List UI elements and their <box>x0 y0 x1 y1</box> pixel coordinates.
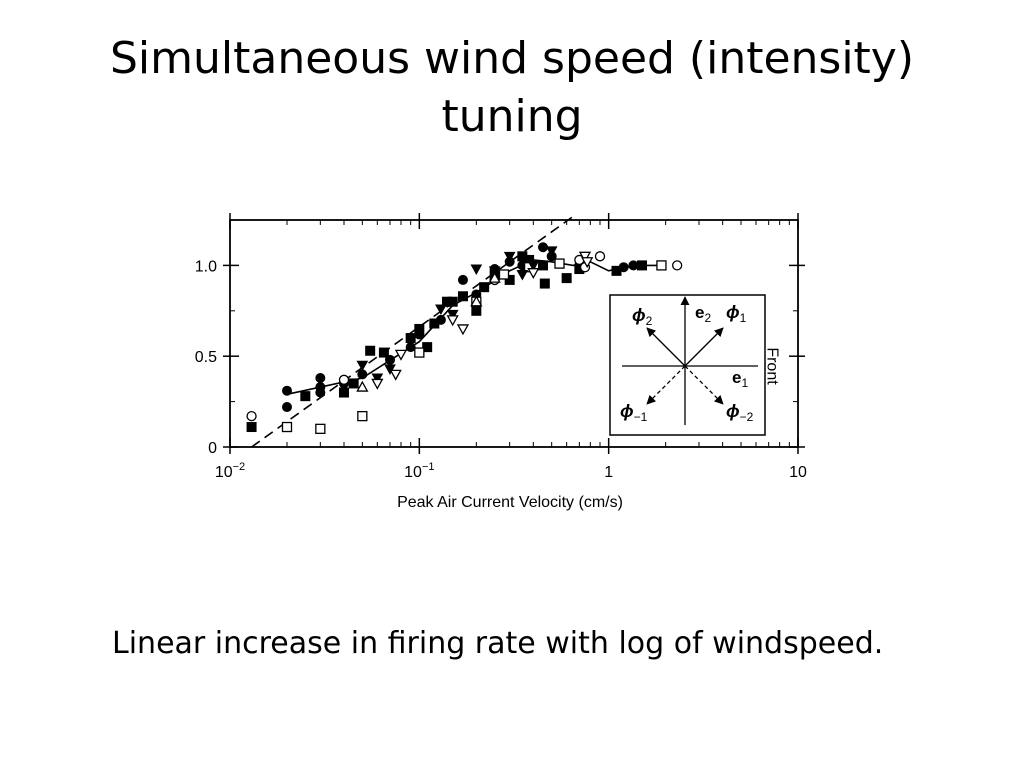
filled-square-marker <box>538 260 549 271</box>
filled-square-marker <box>561 273 572 284</box>
phi2-arrow <box>646 327 686 367</box>
open-triangle-up-marker <box>488 271 501 283</box>
filled-square-marker <box>246 422 257 433</box>
linear-fit-dashed-line <box>251 215 574 448</box>
inset-diagram: ϕ2 e2 ϕ1 e1 ϕ−1 ϕ−2 <box>609 294 766 436</box>
filled-triangle-down-marker <box>488 266 501 277</box>
phi2-label: ϕ2 <box>632 305 653 328</box>
open-square-marker <box>498 269 510 280</box>
filled-circle-marker <box>385 354 396 365</box>
filled-square-marker <box>405 333 416 344</box>
open-triangle-down-marker <box>527 268 540 280</box>
open-square-marker <box>656 260 667 271</box>
open-triangle-down-marker <box>578 251 592 263</box>
open-circle-marker <box>672 260 683 271</box>
filled-square-marker <box>447 296 458 307</box>
fit-lines-layer <box>251 215 662 448</box>
open-square-marker <box>554 258 565 269</box>
filled-triangle-down-marker <box>503 251 516 263</box>
filled-square-marker <box>414 323 425 334</box>
filled-triangle-down-marker <box>384 364 396 375</box>
e2-label: e2 <box>695 303 711 325</box>
open-triangle-down-marker <box>389 369 402 381</box>
open-circle-marker <box>338 374 350 385</box>
phi-minus1-arrow <box>646 365 686 405</box>
open-square-marker <box>414 347 425 358</box>
e1-label: e1 <box>732 368 748 390</box>
open-square-marker <box>357 410 368 422</box>
filled-triangle-down-marker <box>356 360 369 372</box>
filled-square-marker <box>422 342 433 353</box>
open-triangle-down-marker <box>581 257 594 269</box>
front-label: Front <box>764 347 781 385</box>
phi1-label: ϕ1 <box>726 302 747 325</box>
open-square-marker <box>315 423 326 434</box>
data-points-layer <box>246 242 683 434</box>
filled-square-marker <box>539 278 550 289</box>
filled-triangle-down-marker <box>446 309 459 321</box>
filled-circle-marker <box>315 382 326 393</box>
y-tick-label: 1.0 <box>195 258 217 275</box>
filled-circle-marker <box>281 385 292 396</box>
filled-square-marker <box>300 391 311 402</box>
phi1-arrow <box>684 327 724 367</box>
open-triangle-up-marker <box>356 380 369 392</box>
filled-square-marker <box>457 291 468 302</box>
phi-minus2-label: ϕ−2 <box>726 401 754 424</box>
filled-square-marker <box>504 274 515 285</box>
filled-triangle-down-marker <box>435 304 447 316</box>
filled-square-marker <box>378 347 389 358</box>
plot-frame <box>229 219 799 448</box>
open-triangle-down-marker <box>371 378 384 390</box>
filled-square-marker <box>429 318 440 329</box>
inset-frame <box>609 294 766 436</box>
x-tick-label: 10−1 <box>404 461 434 481</box>
filled-square-marker <box>471 305 482 316</box>
slide-title: Simultaneous wind speed (intensity) tuni… <box>109 33 915 142</box>
filled-circle-marker <box>405 342 416 353</box>
filled-square-marker <box>365 345 376 356</box>
y-tick-label: 0.5 <box>195 349 217 366</box>
phi-minus2-arrow <box>684 365 724 405</box>
filled-circle-marker <box>538 242 549 253</box>
x-tick-label: 10 <box>789 464 807 481</box>
x-tick-label: 1 <box>604 464 613 481</box>
filled-triangle-down-marker <box>545 246 558 257</box>
open-triangle-down-marker <box>446 315 459 327</box>
filled-square-marker <box>479 282 490 293</box>
filled-square-marker <box>348 378 359 389</box>
y-tick-label: 0 <box>208 440 217 457</box>
filled-circle-marker <box>315 372 326 383</box>
open-triangle-down-marker <box>456 324 470 336</box>
filled-square-marker <box>637 260 648 271</box>
chart: 10−2 10−1 1 10 0 0.5 1.0 ϕ2 e2 ϕ1 e1 ϕ−1 ϕ−2 F… <box>160 200 860 540</box>
filled-circle-marker <box>457 274 468 285</box>
filled-square-marker <box>611 265 622 276</box>
filled-triangle-down-marker <box>470 264 483 276</box>
open-circle-marker <box>246 410 257 422</box>
chart-svg: 10−2 10−1 1 10 0 0.5 1.0 ϕ2 e2 ϕ1 e1 ϕ−1 ϕ−2 F… <box>195 213 807 511</box>
axes-layer: 10−2 10−1 1 10 0 0.5 1.0 <box>195 213 807 481</box>
filled-triangle-down-marker <box>527 260 540 272</box>
open-circle-marker <box>594 251 606 262</box>
open-triangle-up-marker <box>470 295 483 307</box>
filled-triangle-down-marker <box>516 269 529 281</box>
phi-minus1-label: ϕ−1 <box>620 401 648 424</box>
open-triangle-down-marker <box>394 349 408 361</box>
slide-caption: Linear increase in firing rate with log … <box>112 626 884 661</box>
filled-square-marker <box>338 387 349 398</box>
open-square-marker <box>281 421 293 433</box>
filled-circle-marker <box>281 402 292 413</box>
x-axis-label: Peak Air Current Velocity (cm/s) <box>397 494 623 511</box>
x-tick-label: 10−2 <box>215 461 245 481</box>
filled-circle-marker <box>628 260 639 271</box>
filled-triangle-down-marker <box>371 373 384 385</box>
mean-response-solid-line <box>286 259 662 396</box>
